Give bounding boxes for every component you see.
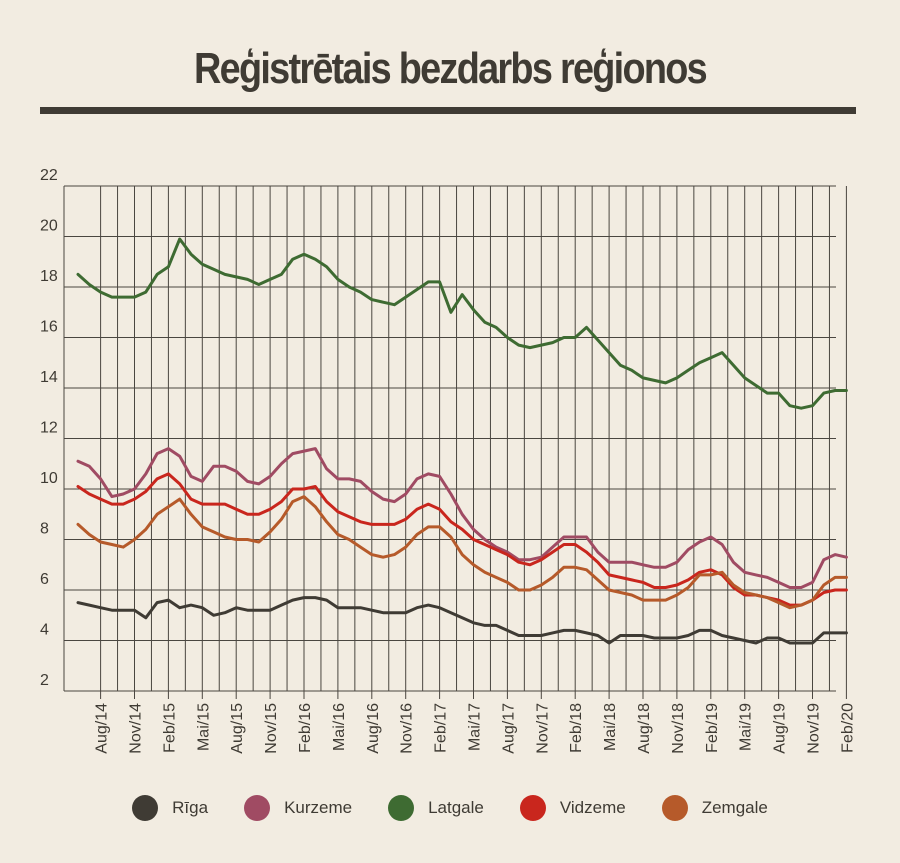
legend-label: Latgale	[428, 798, 484, 817]
y-tick-label: 2	[40, 672, 49, 689]
series-line-rīga	[76, 596, 848, 645]
x-tick-label: Aug/17	[500, 703, 517, 754]
legend-item: Vidzeme	[519, 795, 626, 821]
x-tick-label: Nov/17	[534, 703, 551, 754]
x-tick-label: Mai/15	[195, 703, 212, 751]
line-chart: 2 4 6 8 10 12 14 16 18 20 22 Aug/14 Nov/14 Feb/15 Mai…	[40, 167, 857, 754]
series-line-zemgale	[76, 495, 848, 610]
x-tick-label: Mai/19	[738, 703, 755, 751]
x-tick-label: Feb/18	[568, 703, 585, 753]
title-underline	[40, 107, 856, 114]
x-tick-label: Feb/20	[839, 703, 856, 753]
chart-series-lines	[76, 237, 848, 645]
x-tick-label: Aug/19	[772, 703, 789, 754]
y-tick-label: 6	[40, 571, 49, 588]
y-tick-label: 14	[40, 369, 58, 386]
x-tick-label: Nov/19	[806, 703, 823, 754]
chart-title: Reģistrētais bezdarbs reģionos	[194, 44, 708, 93]
x-tick-label: Aug/18	[636, 703, 653, 754]
legend-item: Latgale	[388, 795, 484, 821]
x-tick-label: Nov/14	[128, 703, 145, 754]
y-tick-label: 12	[40, 420, 58, 437]
legend-item: Kurzeme	[244, 795, 352, 821]
x-tick-label: Aug/14	[94, 703, 111, 754]
chart-grid	[63, 185, 847, 699]
y-tick-label: 20	[40, 218, 58, 235]
y-tick-label: 18	[40, 268, 58, 285]
y-tick-label: 10	[40, 470, 58, 487]
y-tick-label: 8	[40, 521, 49, 538]
x-tick-label: Aug/16	[365, 703, 382, 754]
legend-item: Rīga	[132, 795, 208, 821]
legend-swatch	[244, 795, 271, 821]
x-tick-label: Feb/17	[433, 703, 450, 753]
y-tick-label: 4	[40, 622, 49, 639]
legend-label: Kurzeme	[284, 798, 353, 817]
x-tick-label: Nov/15	[263, 703, 280, 754]
legend-swatch	[132, 795, 159, 821]
chart-legend: Rīga Kurzeme Latgale Vidzeme Zemgale	[0, 795, 900, 821]
x-tick-label: Mai/17	[467, 703, 484, 751]
x-tick-label: Feb/15	[161, 703, 178, 753]
series-line-latgale	[76, 237, 848, 410]
legend-label: Zemgale	[701, 798, 768, 817]
x-tick-label: Mai/18	[602, 703, 619, 751]
legend-swatch	[661, 795, 688, 821]
legend-item: Zemgale	[661, 795, 768, 821]
x-tick-label: Aug/15	[229, 703, 246, 754]
y-tick-label: 22	[40, 167, 58, 184]
y-tick-label: 16	[40, 319, 58, 336]
series-line-kurzeme	[76, 447, 848, 589]
x-tick-label: Feb/19	[704, 703, 721, 753]
x-axis-ticks: Aug/14 Nov/14 Feb/15 Mai/15 Aug/15 Nov/15 Feb/…	[94, 703, 857, 754]
legend-swatch	[519, 795, 546, 821]
legend-swatch	[388, 795, 415, 821]
legend-label: Rīga	[172, 798, 209, 817]
x-tick-label: Nov/18	[670, 703, 687, 754]
legend-label: Vidzeme	[559, 798, 626, 817]
y-axis-ticks: 2 4 6 8 10 12 14 16 18 20 22	[40, 167, 58, 689]
x-tick-label: Feb/16	[297, 703, 314, 753]
x-tick-label: Nov/16	[399, 703, 416, 754]
x-tick-label: Mai/16	[331, 703, 348, 751]
